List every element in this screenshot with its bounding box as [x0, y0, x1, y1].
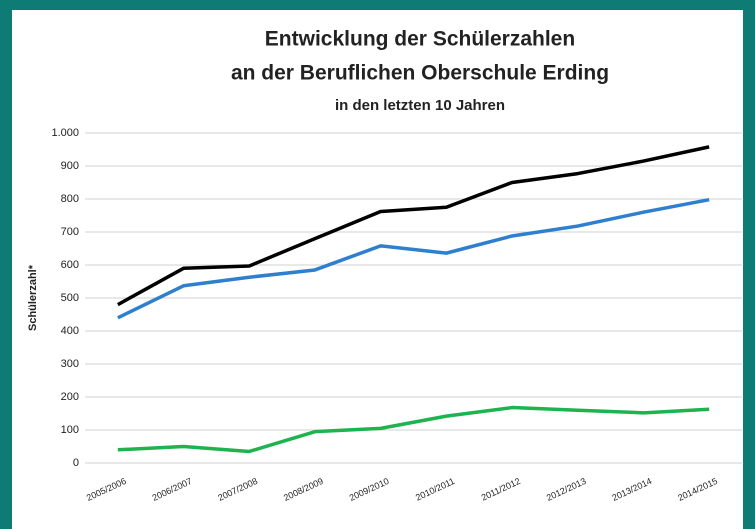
y-tick-label: 100 [61, 424, 79, 436]
panel [12, 10, 743, 529]
y-tick-label: 200 [61, 391, 79, 403]
y-tick-label: 800 [61, 193, 79, 205]
y-tick-label: 500 [61, 292, 79, 304]
y-tick-label: 400 [61, 325, 79, 337]
y-axis-label: Schülerzahl* [27, 264, 39, 331]
chart-title: Entwicklung der Schülerzahlen [265, 28, 575, 51]
series-line [117, 405, 710, 454]
y-tick-label: 600 [61, 259, 79, 271]
series-line [117, 145, 710, 307]
y-tick-label: 1.000 [51, 127, 79, 139]
series-line [117, 197, 710, 320]
y-tick-label: 700 [61, 226, 79, 238]
y-tick-label: 900 [61, 160, 79, 172]
y-tick-label: 0 [73, 457, 79, 469]
chart-subtitle: in den letzten 10 Jahren [335, 97, 505, 114]
y-tick-label: 300 [61, 358, 79, 370]
chart-title-line2: an der Beruflichen Oberschule Erding [231, 62, 609, 85]
